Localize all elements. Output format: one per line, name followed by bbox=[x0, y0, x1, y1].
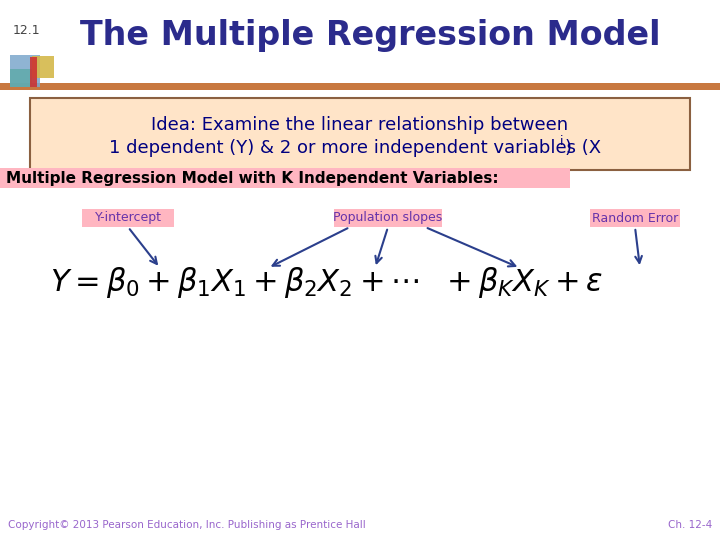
Text: 12.1: 12.1 bbox=[13, 24, 40, 37]
Text: ): ) bbox=[565, 139, 572, 157]
Bar bbox=[0, 168, 570, 188]
Bar bbox=[590, 209, 680, 227]
Bar bbox=[30, 57, 37, 87]
Text: i: i bbox=[560, 135, 564, 148]
Text: Population slopes: Population slopes bbox=[333, 212, 443, 225]
Text: Y-intercept: Y-intercept bbox=[94, 212, 161, 225]
Bar bbox=[10, 69, 32, 87]
Text: The Multiple Regression Model: The Multiple Regression Model bbox=[80, 18, 660, 51]
Text: 1 dependent (Y) & 2 or more independent variables (X: 1 dependent (Y) & 2 or more independent … bbox=[109, 139, 601, 157]
Bar bbox=[32, 56, 54, 78]
Bar bbox=[82, 209, 174, 227]
Bar bbox=[0, 83, 720, 90]
FancyBboxPatch shape bbox=[30, 98, 690, 170]
Text: $Y = \beta_0 + \beta_1 X_1 + \beta_2 X_2 + \cdots\ \ + \beta_K X_K + \varepsilon: $Y = \beta_0 + \beta_1 X_1 + \beta_2 X_2… bbox=[50, 265, 603, 300]
Text: Copyright© 2013 Pearson Education, Inc. Publishing as Prentice Hall: Copyright© 2013 Pearson Education, Inc. … bbox=[8, 520, 366, 530]
Text: Idea: Examine the linear relationship between: Idea: Examine the linear relationship be… bbox=[151, 116, 569, 134]
Text: Ch. 12-4: Ch. 12-4 bbox=[667, 520, 712, 530]
Bar bbox=[10, 55, 40, 87]
Text: Multiple Regression Model with K Independent Variables:: Multiple Regression Model with K Indepen… bbox=[6, 171, 499, 186]
Text: Random Error: Random Error bbox=[592, 212, 678, 225]
Bar bbox=[334, 209, 442, 227]
